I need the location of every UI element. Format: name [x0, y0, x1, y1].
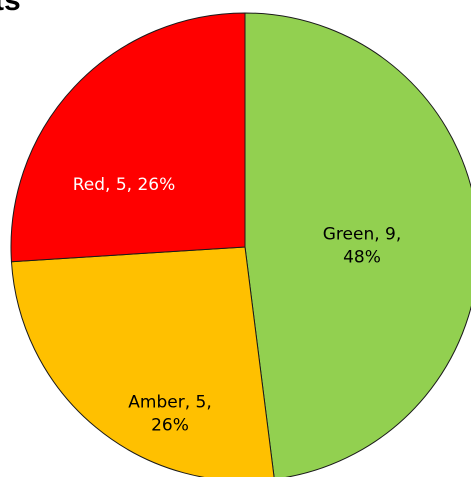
- chart-title-fragment: ts: [0, 0, 21, 17]
- data-label-green: Green, 9, 48%: [323, 225, 402, 268]
- pie-slice-amber: [10, 246, 275, 477]
- data-label-line: Red, 5, 26%: [73, 175, 176, 195]
- pie-slice-red: [10, 12, 246, 263]
- data-label-line: 48%: [343, 248, 381, 268]
- pie-slice-green: [244, 12, 471, 477]
- data-label-amber: Amber, 5, 26%: [128, 393, 211, 436]
- pie-data-labels: Green, 9, 48% Amber, 5, 26% Red, 5, 26%: [73, 175, 402, 436]
- data-label-line: Green, 9,: [323, 225, 402, 245]
- data-label-line: Amber, 5,: [128, 393, 211, 413]
- data-label-red: Red, 5, 26%: [73, 175, 176, 195]
- data-label-line: 26%: [151, 416, 189, 436]
- pie-slices: [10, 12, 471, 477]
